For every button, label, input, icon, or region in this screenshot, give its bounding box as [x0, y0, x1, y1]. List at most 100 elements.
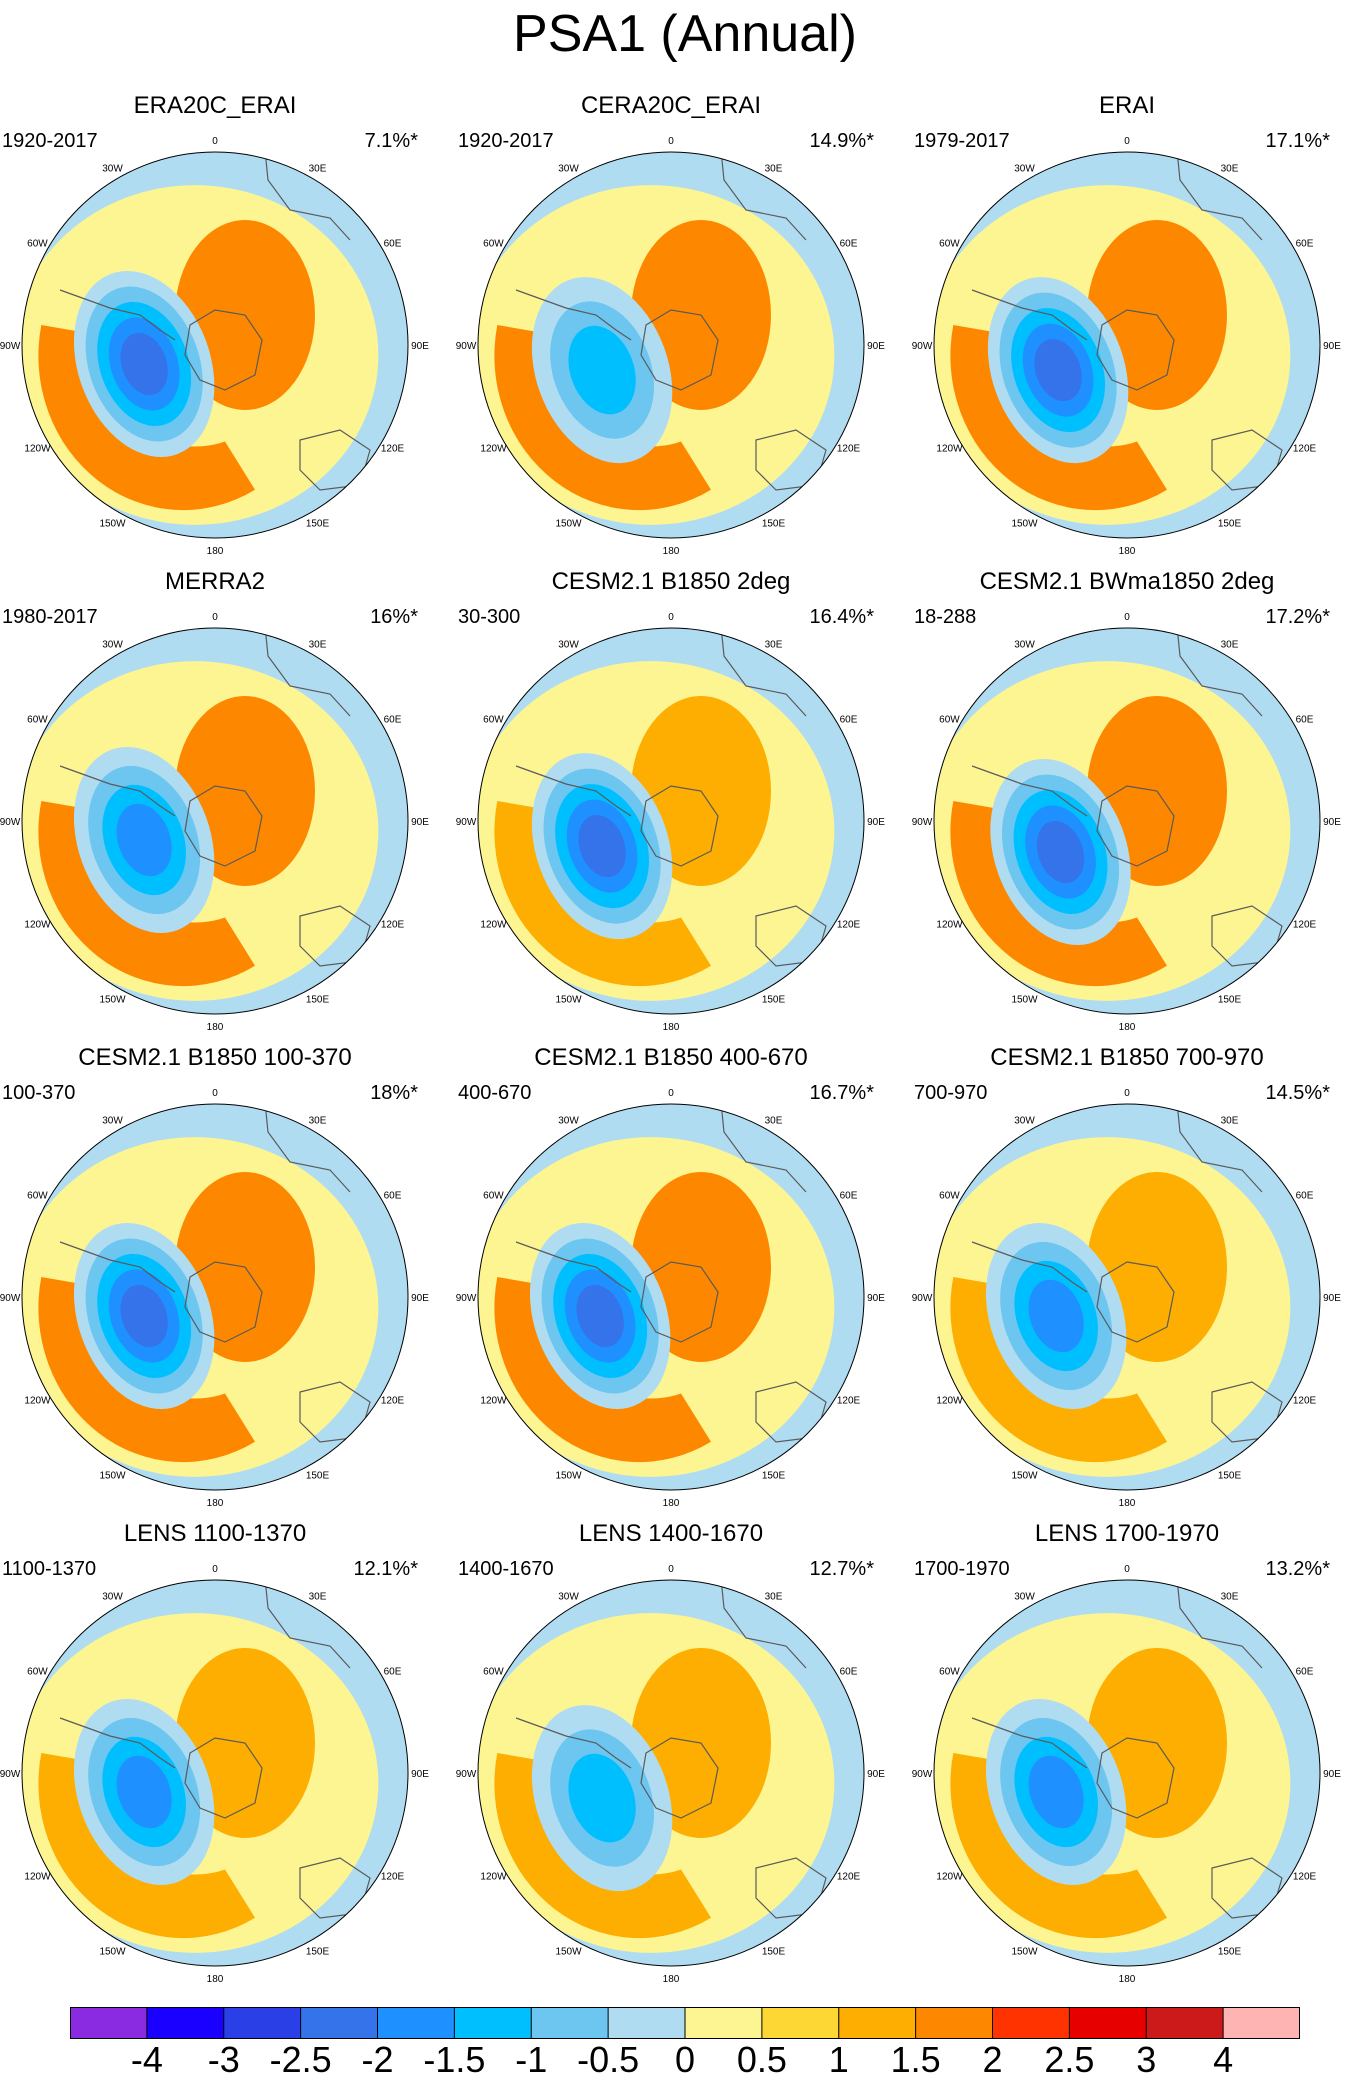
- map-border: [21, 151, 409, 539]
- panel-variance: 17.1%*: [1265, 130, 1331, 152]
- longitude-label: 90E: [1323, 1293, 1341, 1304]
- longitude-label: 30W: [558, 639, 579, 650]
- longitude-label: 30W: [558, 1115, 579, 1126]
- longitude-label: 90W: [456, 1769, 477, 1780]
- longitude-label: 60W: [483, 1191, 504, 1202]
- panel-variance: 17.2%*: [1265, 606, 1331, 628]
- longitude-label: 90W: [456, 1293, 477, 1304]
- longitude-label: 150W: [1011, 1471, 1038, 1482]
- panel-title: MERRA2: [164, 568, 266, 595]
- longitude-label: 30E: [765, 639, 783, 650]
- longitude-label: 30W: [1014, 639, 1035, 650]
- panel-variance: 13.2%*: [1265, 1558, 1331, 1580]
- map-panel: ERAI 1979-2017 17.1%* 0 30E 60E 90E 120E 150E 180…: [912, 92, 1342, 557]
- colorbar-tick-label: 0.5: [736, 2039, 787, 2080]
- longitude-label: 60E: [1296, 715, 1314, 726]
- longitude-label: 90E: [867, 1769, 885, 1780]
- coastline: [971, 289, 1088, 341]
- coastline: [515, 765, 632, 817]
- colorbar-tick-label: -2.5: [269, 2039, 332, 2080]
- longitude-label: 30E: [309, 639, 327, 650]
- colorbar-swatch: [146, 2007, 225, 2039]
- longitude-label: 120W: [480, 1872, 507, 1883]
- longitude-label: 60W: [939, 1191, 960, 1202]
- longitude-label: 0: [212, 1088, 218, 1099]
- colorbar-tick-label: 0: [674, 2039, 696, 2080]
- longitude-label: 90W: [0, 341, 21, 352]
- positive-lobe-core: [1112, 721, 1182, 801]
- longitude-label: 60W: [483, 715, 504, 726]
- positive-lobe-core: [200, 1673, 270, 1753]
- polar-map: 0 30E 60E 90E 120E 150E 180 150W 120W 90W 60W 30W: [456, 136, 886, 557]
- longitude-label: 150E: [306, 995, 330, 1006]
- longitude-label: 150W: [99, 995, 126, 1006]
- colorbar-tick-label: -1: [515, 2039, 548, 2080]
- colorbar-swatch: [1223, 2007, 1300, 2039]
- polar-map: 0 30E 60E 90E 120E 150E 180 150W 120W 90W 60W 30W: [912, 1088, 1342, 1509]
- longitude-label: 0: [212, 136, 218, 147]
- longitude-label: 60E: [384, 1191, 402, 1202]
- panel-period: 1400-1670: [458, 1558, 554, 1580]
- colorbar-tick-label: -2: [361, 2039, 394, 2080]
- positive-lobe-core: [1112, 245, 1182, 325]
- longitude-label: 120W: [24, 1872, 51, 1883]
- coastline: [59, 1717, 176, 1769]
- longitude-label: 30E: [765, 1115, 783, 1126]
- panel-period: 1980-2017: [2, 606, 98, 628]
- longitude-label: 150E: [1218, 519, 1242, 530]
- colorbar-swatch: [608, 2007, 686, 2039]
- longitude-label: 60W: [27, 715, 48, 726]
- panel-period: 1700-1970: [914, 1558, 1010, 1580]
- longitude-label: 30W: [102, 163, 123, 174]
- negative-center: [568, 325, 636, 415]
- coastline: [720, 628, 807, 717]
- coastline: [720, 1580, 807, 1669]
- negative-center: [576, 1284, 624, 1348]
- panel-period: 30-300: [458, 606, 521, 628]
- longitude-label: 150E: [762, 1471, 786, 1482]
- longitude-label: 120W: [24, 920, 51, 931]
- panel-title: CESM2.1 B1850 2deg: [551, 568, 791, 595]
- longitude-label: 180: [207, 546, 224, 557]
- longitude-label: 30W: [102, 639, 123, 650]
- coastline: [971, 1717, 1088, 1769]
- polar-map: 0 30E 60E 90E 120E 150E 180 150W 120W 90W 60W 30W: [456, 1088, 886, 1509]
- longitude-label: 0: [668, 136, 674, 147]
- panel-variance: 12.1%*: [353, 1558, 419, 1580]
- panel-variance: 7.1%*: [364, 130, 418, 152]
- positive-lobe-core: [1112, 1673, 1182, 1753]
- polar-map: 0 30E 60E 90E 120E 150E 180 150W 120W 90W 60W 30W: [0, 1564, 429, 1985]
- panel-variance: 14.5%*: [1265, 1082, 1331, 1104]
- longitude-label: 90E: [1323, 1769, 1341, 1780]
- coastline: [1176, 628, 1263, 717]
- negative-center: [116, 1755, 172, 1829]
- positive-lobe-core: [1112, 1197, 1182, 1277]
- longitude-label: 0: [1124, 1088, 1130, 1099]
- negative-center: [1034, 339, 1082, 402]
- coastline: [515, 1717, 632, 1769]
- longitude-label: 180: [207, 1022, 224, 1033]
- longitude-label: 120W: [936, 444, 963, 455]
- longitude-label: 90E: [867, 817, 885, 828]
- longitude-label: 120E: [837, 1872, 861, 1883]
- polar-map: 0 30E 60E 90E 120E 150E 180 150W 120W 90W 60W 30W: [0, 612, 429, 1033]
- longitude-label: 30W: [102, 1591, 123, 1602]
- colorbar-swatch: [915, 2007, 993, 2039]
- negative-center: [1028, 1279, 1084, 1353]
- longitude-label: 90W: [0, 1769, 21, 1780]
- longitude-label: 90W: [912, 1293, 933, 1304]
- positive-lobe-core: [200, 1197, 270, 1277]
- longitude-label: 90W: [456, 341, 477, 352]
- longitude-label: 90E: [867, 1293, 885, 1304]
- map-border: [21, 1103, 409, 1491]
- map-panel: CESM2.1 BWma1850 2deg 18-288 17.2%* 0 30E 60E…: [912, 568, 1342, 1033]
- longitude-label: 120E: [1293, 920, 1317, 931]
- longitude-label: 30E: [1221, 163, 1239, 174]
- negative-center: [568, 1753, 636, 1843]
- colorbar-swatch: [761, 2007, 840, 2039]
- longitude-label: 30W: [558, 1591, 579, 1602]
- longitude-label: 90W: [0, 1293, 21, 1304]
- longitude-label: 30W: [1014, 163, 1035, 174]
- colorbar-swatch: [223, 2007, 302, 2039]
- colorbar-swatch: [454, 2007, 532, 2039]
